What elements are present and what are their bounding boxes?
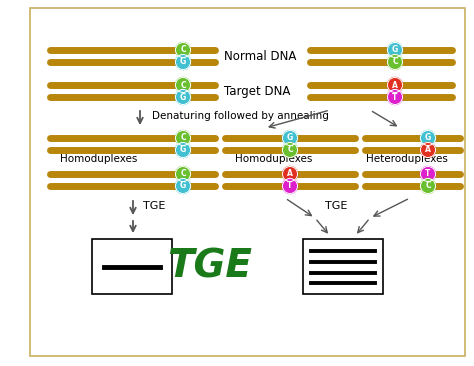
Text: G: G: [425, 134, 431, 142]
Bar: [303, 239, 383, 294]
Text: C: C: [180, 81, 186, 90]
Circle shape: [283, 131, 298, 146]
Circle shape: [388, 90, 402, 105]
Text: TGE: TGE: [325, 201, 347, 211]
Text: C: C: [287, 146, 293, 154]
Text: C: C: [425, 182, 431, 190]
Circle shape: [283, 167, 298, 182]
Circle shape: [175, 131, 191, 146]
Circle shape: [175, 55, 191, 70]
Circle shape: [175, 42, 191, 57]
Text: G: G: [180, 146, 186, 154]
Text: C: C: [392, 57, 398, 67]
Circle shape: [175, 78, 191, 93]
Text: G: G: [287, 134, 293, 142]
Bar: [92, 239, 172, 294]
Circle shape: [175, 179, 191, 194]
Text: C: C: [180, 134, 186, 142]
Text: C: C: [180, 169, 186, 179]
Circle shape: [388, 78, 402, 93]
Text: TGE: TGE: [168, 248, 253, 286]
Text: Target DNA: Target DNA: [224, 85, 291, 97]
Circle shape: [420, 179, 436, 194]
Text: A: A: [392, 81, 398, 90]
Text: A: A: [425, 146, 431, 154]
Text: C: C: [180, 45, 186, 55]
Text: Heteroduplexes: Heteroduplexes: [366, 154, 448, 164]
Circle shape: [388, 42, 402, 57]
Circle shape: [175, 142, 191, 157]
Circle shape: [283, 142, 298, 157]
Text: T: T: [287, 182, 292, 190]
Circle shape: [283, 179, 298, 194]
Text: A: A: [287, 169, 293, 179]
Circle shape: [388, 55, 402, 70]
Circle shape: [420, 167, 436, 182]
Circle shape: [175, 90, 191, 105]
Text: Denaturing followed by annealing: Denaturing followed by annealing: [152, 111, 329, 121]
Text: G: G: [180, 57, 186, 67]
Text: Normal DNA: Normal DNA: [224, 49, 296, 63]
Circle shape: [175, 167, 191, 182]
Circle shape: [420, 142, 436, 157]
Circle shape: [420, 131, 436, 146]
Text: Homoduplexes: Homoduplexes: [235, 154, 312, 164]
Text: TGE: TGE: [143, 201, 165, 211]
Text: T: T: [392, 93, 398, 101]
Text: Homoduplexes: Homoduplexes: [60, 154, 137, 164]
Text: G: G: [180, 93, 186, 101]
Text: G: G: [180, 182, 186, 190]
Text: T: T: [425, 169, 431, 179]
Text: G: G: [392, 45, 398, 55]
